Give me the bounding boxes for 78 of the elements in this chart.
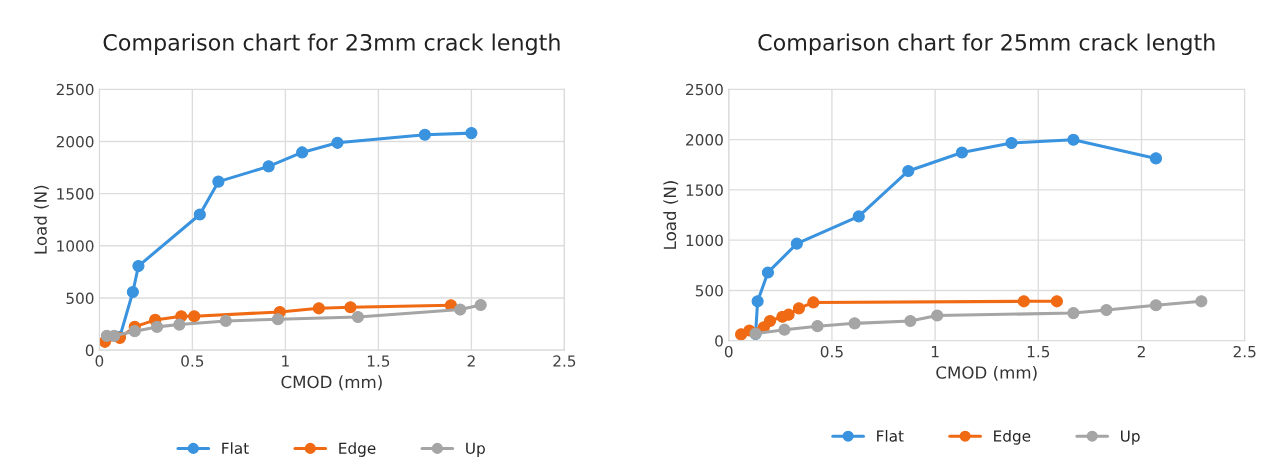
point: [212, 175, 225, 188]
point: [790, 237, 803, 250]
y-tick-label: 500: [695, 284, 723, 297]
legend-label: Edge: [339, 442, 376, 457]
y-tick-label: 1000: [686, 234, 723, 247]
y-tick-label: 1500: [57, 188, 94, 200]
point: [296, 146, 309, 159]
x-tick-label: 0: [724, 345, 733, 358]
point: [132, 259, 145, 273]
point: [331, 136, 344, 149]
y-axis-title: Load (N): [663, 181, 679, 249]
point: [811, 320, 824, 333]
point: [126, 285, 139, 299]
point: [128, 325, 141, 338]
point: [1149, 152, 1163, 165]
y-tick-label: 1500: [686, 184, 723, 196]
point: [761, 266, 775, 279]
point: [219, 314, 232, 328]
point: [474, 298, 487, 312]
x-tick-label: 1: [931, 346, 939, 358]
point: [778, 323, 791, 336]
point: [902, 164, 915, 178]
x-tick-label: 2.5: [553, 355, 576, 367]
x-axis-title: CMOD (mm): [936, 365, 1037, 381]
point: [931, 309, 944, 322]
y-tick-label: 1000: [57, 240, 94, 252]
point: [1067, 133, 1080, 146]
point: [1067, 307, 1080, 320]
point: [173, 318, 186, 331]
point: [807, 296, 820, 309]
point: [454, 303, 467, 316]
x-tick-label: 1.5: [367, 355, 390, 367]
x-tick-label: 2: [1137, 345, 1145, 358]
legend-label: Edge: [994, 429, 1031, 445]
point: [1149, 299, 1163, 312]
point: [852, 210, 865, 223]
point: [848, 317, 861, 330]
point: [193, 208, 206, 221]
x-tick-label: 1: [282, 355, 289, 367]
x-tick-label: 0: [95, 355, 104, 367]
point: [418, 128, 431, 141]
point: [271, 313, 285, 326]
y-tick-label: 2000: [686, 134, 723, 146]
point: [792, 302, 805, 315]
x-tick-label: 1.5: [1027, 346, 1050, 358]
y-axis-title: Load (N): [33, 185, 49, 254]
point: [955, 146, 969, 159]
point: [751, 295, 764, 308]
legend-label: Up: [1121, 430, 1140, 445]
point: [312, 302, 325, 315]
legend-label: Flat: [222, 442, 249, 454]
x-tick-label: 0.5: [820, 345, 843, 358]
point: [1100, 303, 1113, 317]
x-tick-label: 2.5: [1233, 345, 1256, 358]
point: [150, 320, 164, 333]
y-tick-label: 0: [715, 335, 723, 347]
chart-title: Comparison chart for 25mm crack length: [758, 33, 1215, 56]
y-tick-label: 2000: [56, 135, 94, 148]
y-tick-label: 500: [66, 292, 94, 304]
point: [1195, 295, 1208, 308]
legend-label: Up: [466, 442, 485, 457]
x-tick-label: 0.5: [181, 355, 204, 367]
point: [465, 127, 478, 140]
y-tick-label: 2500: [686, 83, 723, 96]
x-tick-label: 2: [467, 355, 475, 367]
point: [1017, 295, 1030, 308]
point: [1005, 136, 1018, 150]
point: [351, 310, 364, 324]
y-tick-label: 2500: [56, 83, 94, 96]
point: [344, 301, 357, 314]
point: [188, 310, 201, 323]
point: [1050, 295, 1063, 308]
point: [763, 314, 777, 328]
x-axis-title: CMOD (mm): [281, 375, 382, 391]
point: [262, 160, 275, 173]
chart-title: Comparison chart for 23mm crack length: [103, 33, 560, 56]
point: [904, 314, 917, 328]
legend-label: Flat: [877, 429, 904, 442]
